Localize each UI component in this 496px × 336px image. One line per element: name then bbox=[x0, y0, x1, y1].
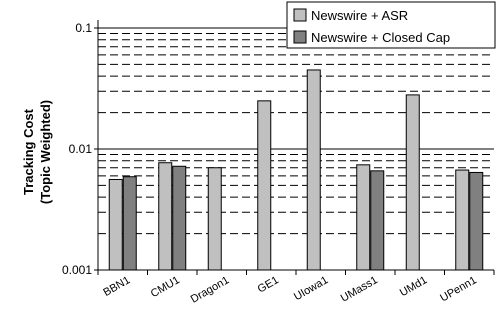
bar-UPenn1-s2 bbox=[469, 171, 484, 271]
y-tick-label: 0.001 bbox=[62, 263, 92, 277]
bar-CMU1-s1 bbox=[158, 162, 173, 271]
gridlines bbox=[98, 27, 494, 235]
y-axis-title: Tracking Cost (Topic Weighted) bbox=[21, 100, 53, 204]
bar-UMd1-s1 bbox=[405, 94, 420, 271]
bar-UPenn1-s1 bbox=[455, 169, 470, 271]
x-tick-label: UPenn1 bbox=[438, 274, 478, 304]
x-tick-label: CMU1 bbox=[149, 274, 182, 300]
bar-CMU1-s2 bbox=[172, 165, 187, 271]
axes bbox=[94, 20, 495, 275]
x-tick-label: UIowa1 bbox=[292, 274, 330, 303]
bar-BBN1-s1 bbox=[108, 178, 123, 271]
legend-label: Newswire + ASR bbox=[311, 8, 408, 23]
legend: Newswire + ASR Newswire + Closed Cap bbox=[286, 1, 496, 49]
bar-Dragon1-s1 bbox=[207, 167, 222, 271]
legend-swatch bbox=[293, 8, 307, 22]
legend-swatch bbox=[293, 30, 307, 44]
y-tick-label: 0.01 bbox=[69, 142, 93, 156]
bar-UIowa1-s1 bbox=[306, 69, 321, 271]
legend-box bbox=[286, 1, 496, 49]
bar-GE1-s1 bbox=[257, 100, 272, 271]
x-tick-label: GE1 bbox=[256, 274, 281, 295]
bar-UMass1-s1 bbox=[356, 164, 371, 271]
legend-label: Newswire + Closed Cap bbox=[311, 30, 450, 45]
x-tick-label: UMd1 bbox=[398, 274, 429, 299]
x-tick-label: UMass1 bbox=[339, 274, 380, 305]
y-axis-title-line: Tracking Cost bbox=[21, 108, 36, 195]
y-tick-label: 0.1 bbox=[75, 21, 92, 35]
bar-BBN1-s2 bbox=[122, 176, 137, 271]
x-tick-label: Dragon1 bbox=[189, 274, 232, 305]
y-axis-title-line: (Topic Weighted) bbox=[38, 100, 53, 204]
x-tick-label: BBN1 bbox=[101, 274, 132, 299]
bar-UMass1-s2 bbox=[370, 170, 385, 271]
bars bbox=[108, 69, 484, 271]
